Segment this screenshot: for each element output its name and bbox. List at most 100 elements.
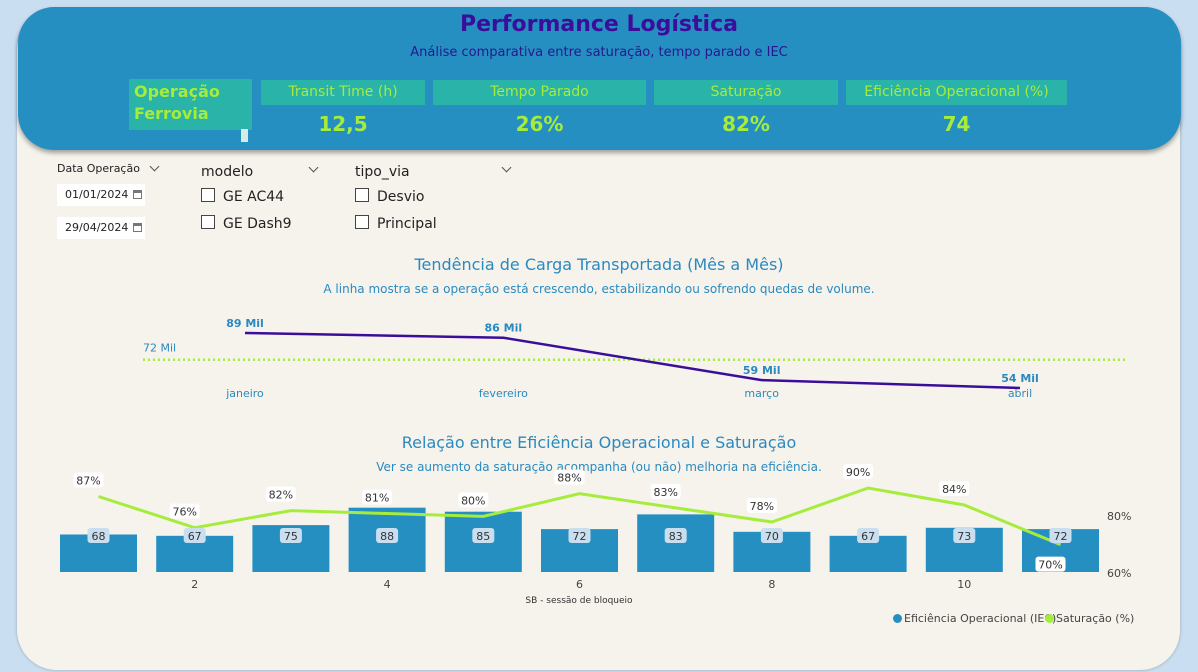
saturacao-label-box: [554, 469, 585, 485]
saturacao-data-label: 84%: [942, 483, 966, 496]
saturacao-label-box: [265, 486, 296, 502]
saturacao-data-label: 80%: [461, 494, 485, 507]
calendar-icon[interactable]: [133, 223, 142, 232]
iec-data-label: 75: [284, 530, 298, 543]
checkbox[interactable]: [355, 215, 369, 229]
kpi-transit-time-value: 12,5: [318, 112, 368, 136]
date-end-value: 29/04/2024: [65, 221, 129, 234]
combo-x-tick: 2: [191, 578, 198, 591]
iec-data-label: 72: [573, 530, 587, 543]
checkbox[interactable]: [201, 188, 215, 202]
iec-data-label: 68: [92, 530, 106, 543]
combo-chart-subtitle: Ver se aumento da saturação acompanha (o…: [376, 460, 822, 474]
tipo-via-option-label: Desvio: [377, 189, 425, 205]
iec-bar: [637, 514, 715, 572]
legend-iec[interactable]: Eficiência Operacional (IEC): [893, 612, 1056, 625]
trend-data-label: 86 Mil: [485, 322, 523, 335]
combo-x-tick: 4: [384, 578, 391, 591]
saturacao-data-label: 87%: [76, 475, 100, 488]
iec-data-label: 67: [861, 530, 875, 543]
legend-saturacao[interactable]: Saturação (%): [1045, 612, 1134, 625]
saturacao-data-label: 83%: [653, 486, 677, 499]
saturacao-label-box: [746, 498, 777, 513]
operation-tab: [241, 129, 248, 142]
combo-chart-title: Relação entre Eficiência Operacional e S…: [401, 433, 797, 452]
saturacao-data-label: 90%: [846, 466, 870, 479]
modelo-slicer-title: modelo: [201, 164, 254, 180]
combo-x-axis-label: SB - sessão de bloqueio: [525, 596, 633, 606]
iec-data-label: 88: [380, 530, 394, 543]
saturacao-data-label: 88%: [557, 472, 581, 485]
iec-label-box: [568, 528, 591, 543]
tipo-via-option-label: Principal: [377, 216, 437, 232]
combo-y-right-tick: 80%: [1107, 510, 1131, 523]
legend-saturacao-label: Saturação (%): [1056, 612, 1135, 625]
iec-label-box: [857, 528, 880, 543]
modelo-option-1[interactable]: GE AC44: [201, 188, 284, 205]
combo-x-tick: 10: [957, 578, 971, 591]
saturacao-label-box: [169, 503, 200, 519]
saturacao-label-box: [362, 489, 393, 505]
page-title: Performance Logística: [460, 12, 738, 37]
average-label: 72 Mil: [143, 342, 176, 355]
saturacao-label-box: [1035, 556, 1066, 572]
saturacao-data-label: 82%: [269, 489, 293, 502]
tipo-via-option-1[interactable]: Desvio: [355, 188, 424, 205]
tipo-via-slicer-title: tipo_via: [355, 164, 410, 180]
modelo-option-2[interactable]: GE Dash9: [201, 215, 292, 232]
iec-data-label: 67: [188, 530, 202, 543]
operation-label: Operação Ferrovia: [129, 79, 252, 130]
trend-x-tick: janeiro: [225, 387, 264, 400]
date-end-field[interactable]: 29/04/2024: [57, 217, 145, 239]
saturacao-data-label: 81%: [365, 492, 389, 505]
trend-chart-subtitle: A linha mostra se a operação está cresce…: [323, 282, 875, 296]
page-subtitle: Análise comparativa entre saturação, tem…: [410, 45, 788, 60]
kpi-transit-time-label: Transit Time (h): [261, 80, 425, 105]
iec-data-label: 70: [765, 530, 779, 543]
trend-data-label: 59 Mil: [743, 364, 781, 377]
iec-data-label: 85: [476, 530, 490, 543]
date-start-field[interactable]: 01/01/2024: [57, 184, 145, 206]
iec-label-box: [376, 528, 399, 543]
kpi-saturacao-label: Saturação: [654, 80, 838, 105]
checkbox[interactable]: [355, 188, 369, 202]
trend-x-tick: abril: [1008, 387, 1032, 400]
kpi-tempo-parado-value: 26%: [515, 112, 564, 136]
saturacao-label-box: [939, 481, 970, 496]
date-slicer-title: Data Operação: [57, 162, 140, 175]
saturacao-label-box: [650, 483, 681, 499]
trend-x-tick: março: [744, 387, 779, 400]
combo-x-tick: 8: [768, 578, 775, 591]
date-start-value: 01/01/2024: [65, 188, 129, 201]
saturacao-series-line: [98, 486, 1062, 547]
iec-label-box: [664, 528, 687, 543]
checkbox[interactable]: [201, 215, 215, 229]
iec-data-label: 83: [669, 530, 683, 543]
combo-x-tick: 6: [576, 578, 583, 591]
saturacao-label-box: [458, 492, 489, 508]
saturacao-data-label: 78%: [750, 500, 774, 513]
iec-label-box: [183, 528, 206, 543]
iec-label-box: [279, 528, 302, 543]
kpi-tempo-parado-label: Tempo Parado: [433, 80, 646, 105]
trend-data-label: 89 Mil: [226, 317, 264, 330]
combo-y-right-tick: 60%: [1107, 567, 1131, 580]
legend-dot-icon: [1045, 614, 1054, 623]
trend-series-line: [244, 331, 1021, 390]
kpi-eficiencia-label: Eficiência Operacional (%): [846, 80, 1067, 105]
kpi-eficiencia-value: 74: [942, 112, 971, 136]
trend-chart-title: Tendência de Carga Transportada (Mês a M…: [414, 255, 784, 274]
iec-data-label: 72: [1054, 530, 1068, 543]
saturacao-label-box: [843, 464, 874, 479]
saturacao-data-label: 76%: [172, 506, 196, 519]
kpi-saturacao-value: 82%: [722, 112, 770, 136]
trend-data-label: 54 Mil: [1001, 372, 1039, 385]
tipo-via-option-2[interactable]: Principal: [355, 215, 437, 232]
modelo-option-label: GE Dash9: [223, 216, 292, 232]
calendar-icon[interactable]: [133, 190, 142, 199]
legend-iec-label: Eficiência Operacional (IEC): [904, 612, 1057, 625]
modelo-option-label: GE AC44: [223, 189, 285, 205]
iec-label-box: [953, 528, 976, 543]
legend-dot-icon: [893, 614, 902, 623]
saturacao-data-label: 70%: [1038, 559, 1062, 572]
